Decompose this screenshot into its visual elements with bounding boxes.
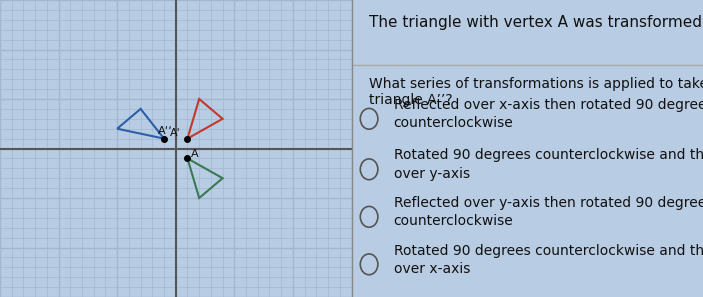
Text: A: A — [191, 149, 199, 159]
Text: The triangle with vertex A was transformed twice.: The triangle with vertex A was transform… — [369, 15, 703, 30]
Text: A‘‘: A‘‘ — [158, 126, 173, 136]
Text: Reflected over x-axis then rotated 90 degrees
counterclockwise: Reflected over x-axis then rotated 90 de… — [394, 98, 703, 130]
Text: Reflected over y-axis then rotated 90 degrees
counterclockwise: Reflected over y-axis then rotated 90 de… — [394, 196, 703, 228]
Text: A': A' — [170, 128, 181, 138]
Text: Rotated 90 degrees counterclockwise and then reflected
over x-axis: Rotated 90 degrees counterclockwise and … — [394, 244, 703, 276]
Text: Rotated 90 degrees counterclockwise and then reflected
over y-axis: Rotated 90 degrees counterclockwise and … — [394, 148, 703, 181]
Text: What series of transformations is applied to take triangle A to
triangle A’’?: What series of transformations is applie… — [369, 77, 703, 108]
